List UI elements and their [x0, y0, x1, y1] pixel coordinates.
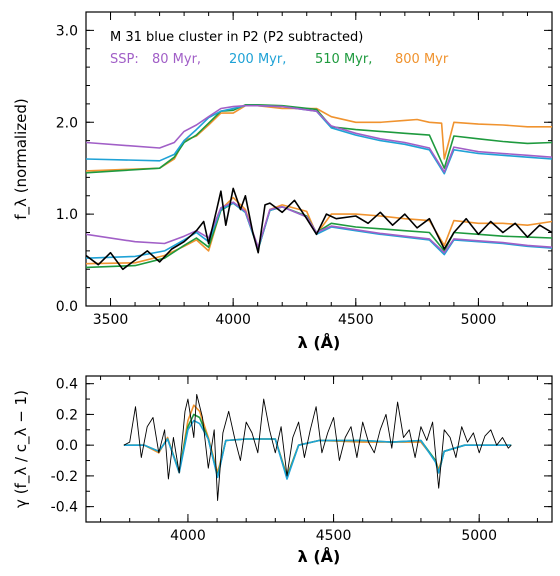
top-panel: 3500 4000 4500 5000 0.0 1.0 2.0 3.0 M 31 blue c…	[12, 11, 553, 352]
top-series-800-myr	[86, 196, 552, 265]
top-series	[86, 104, 552, 271]
top-x-axis-label: λ (Å)	[298, 333, 341, 352]
top-x-tick-label: 5000	[461, 312, 497, 328]
legend: SSP: 80 Myr, 200 Myr, 510 Myr, 800 Myr	[110, 52, 449, 67]
bottom-x-tick-label: 5000	[461, 528, 497, 544]
top-x-tick-label: 4500	[338, 312, 374, 328]
bottom-y-tick-label: 0.0	[56, 438, 78, 454]
top-x-tick-label: 4000	[215, 312, 251, 328]
bottom-axis-ticks: 4000 4500 5000 0.4 0.2 0.0 -0.2 -0.4	[51, 376, 552, 544]
top-axis-ticks: 3500 4000 4500 5000 0.0 1.0 2.0 3.0	[56, 11, 553, 328]
top-y-tick-label: 2.0	[56, 115, 78, 131]
bottom-x-tick-label: 4000	[170, 528, 206, 544]
bottom-series	[123, 393, 512, 501]
legend-item-80-myr: 80 Myr,	[152, 52, 201, 67]
top-y-axis-label: f_λ (normalized)	[12, 98, 31, 219]
legend-item-200-myr: 200 Myr,	[229, 52, 286, 67]
top-series-observed	[86, 187, 552, 271]
bottom-y-tick-label: 0.2	[56, 407, 78, 423]
top-y-tick-label: 0.0	[56, 299, 78, 315]
legend-prefix: SSP:	[110, 52, 139, 67]
top-x-tick-label: 3500	[93, 312, 129, 328]
bottom-x-axis-label: λ (Å)	[298, 547, 341, 566]
top-series-510-myr-offset	[86, 104, 552, 174]
bottom-panel: 4000 4500 5000 0.4 0.2 0.0 -0.2 -0.4 λ (Å) γ (f…	[12, 375, 553, 566]
bottom-series-200-myr	[123, 419, 512, 480]
bottom-series-observed	[123, 393, 512, 501]
bottom-x-tick-label: 4500	[316, 528, 352, 544]
legend-item-510-myr: 510 Myr,	[315, 52, 372, 67]
bottom-y-tick-label: -0.2	[51, 469, 78, 485]
top-series-80-myr-offset	[86, 104, 552, 173]
legend-item-800-myr: 800 Myr	[395, 52, 449, 67]
bottom-plot-frame	[85, 375, 553, 523]
bottom-y-axis-label: γ (f_λ / c_λ − 1)	[12, 390, 31, 508]
bottom-y-tick-label: 0.4	[56, 377, 78, 393]
bottom-y-tick-label: -0.4	[51, 500, 78, 516]
chart-title: M 31 blue cluster in P2 (P2 subtracted)	[110, 30, 363, 45]
top-y-tick-label: 3.0	[56, 23, 78, 39]
top-y-tick-label: 1.0	[56, 207, 78, 223]
